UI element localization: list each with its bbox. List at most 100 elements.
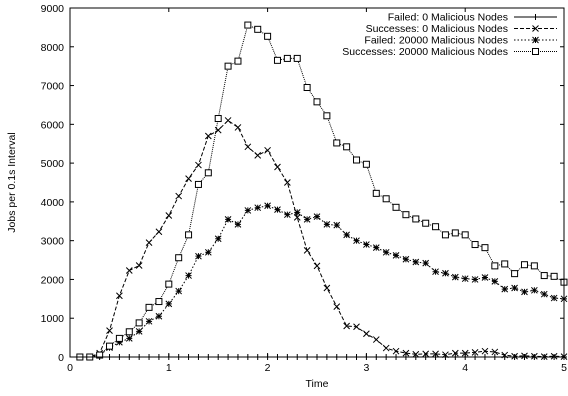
data-point: [135, 262, 143, 269]
data-point: [313, 98, 321, 106]
data-point: [372, 244, 380, 252]
data-point: [224, 117, 232, 124]
data-point: [422, 350, 430, 358]
plot-frame: [69, 7, 565, 358]
data-point: [540, 272, 548, 280]
x-tick-label: 1: [166, 362, 172, 374]
data-point: [323, 221, 331, 228]
legend-item: Failed: 0 Malicious Nodes: [388, 12, 557, 24]
data-point: [451, 273, 459, 281]
data-point: [471, 276, 479, 283]
data-point: [372, 336, 380, 343]
data-point: [343, 231, 350, 239]
data-point: [481, 274, 489, 281]
data-point: [362, 160, 370, 168]
plot-series: [76, 21, 568, 361]
data-point: [224, 215, 232, 223]
data-point: [185, 231, 193, 239]
legend-swatch-marker: [532, 48, 539, 55]
x-tick-label: 5: [561, 362, 567, 374]
data-point: [155, 298, 163, 306]
data-point: [284, 179, 291, 186]
legend-swatch-marker: [532, 14, 539, 20]
data-point: [353, 323, 360, 331]
data-point: [274, 206, 281, 213]
data-point: [264, 32, 272, 40]
data-point: [116, 292, 123, 300]
y-tick-label: 3000: [41, 236, 65, 248]
data-point: [224, 62, 232, 70]
data-point: [303, 83, 311, 91]
data-point: [333, 139, 341, 147]
data-point: [274, 163, 281, 171]
y-tick-label: 0: [58, 352, 64, 364]
data-point: [165, 280, 173, 288]
data-point: [550, 352, 558, 360]
data-point: [550, 272, 558, 280]
y-tick-label: 5000: [41, 158, 65, 170]
legend-label: Successes: 0 Malicious Nodes: [366, 23, 508, 35]
data-point: [382, 344, 390, 352]
data-point: [412, 350, 420, 358]
data-point: [284, 211, 291, 219]
data-point: [481, 244, 489, 252]
data-point: [204, 248, 212, 256]
data-point: [234, 57, 242, 65]
legend-swatch-marker: [532, 36, 539, 44]
data-point: [214, 235, 222, 243]
data-point: [343, 322, 350, 330]
legend-label: Failed: 20000 Malicious Nodes: [364, 35, 508, 47]
y-tick-label: 2000: [41, 274, 65, 286]
data-point: [303, 247, 311, 254]
data-point: [145, 317, 153, 325]
series-4: [76, 21, 568, 361]
data-point: [402, 349, 410, 357]
data-point: [382, 248, 390, 256]
legend-item: Successes: 0 Malicious Nodes: [366, 23, 557, 35]
data-point: [145, 239, 153, 246]
legend-swatch-marker: [532, 25, 539, 32]
data-point: [155, 312, 163, 320]
data-point: [441, 231, 449, 239]
data-point: [125, 267, 133, 274]
data-point: [511, 284, 518, 292]
y-tick-label: 8000: [41, 42, 65, 54]
series-line: [79, 119, 565, 358]
data-point: [155, 228, 163, 236]
data-point: [511, 270, 519, 278]
data-point: [175, 192, 183, 200]
data-point: [432, 350, 439, 358]
data-point: [491, 278, 499, 285]
data-point: [382, 195, 390, 203]
data-point: [471, 241, 479, 249]
data-point: [165, 300, 173, 308]
data-point: [106, 342, 114, 350]
data-point: [293, 209, 301, 216]
data-point: [511, 352, 518, 360]
data-point: [422, 259, 430, 267]
data-point: [293, 54, 301, 62]
data-point: [244, 207, 252, 214]
data-point: [244, 143, 252, 151]
data-point: [264, 146, 271, 154]
data-point: [195, 252, 202, 260]
data-point: [451, 229, 459, 237]
data-point: [313, 262, 321, 270]
y-axis-label: Jobs per 0.1s Interval: [6, 132, 18, 232]
data-point: [234, 124, 242, 131]
y-tick-label: 6000: [41, 119, 65, 131]
data-point: [363, 330, 370, 338]
data-point: [185, 175, 192, 182]
x-tick-label: 0: [67, 362, 73, 374]
data-point: [96, 351, 104, 359]
y-tick-label: 9000: [41, 3, 65, 15]
data-point: [412, 258, 420, 266]
data-point: [313, 213, 321, 220]
series-2: [76, 117, 568, 361]
data-point: [530, 262, 538, 270]
data-point: [165, 212, 173, 219]
data-point: [372, 189, 380, 197]
data-point: [333, 303, 341, 310]
